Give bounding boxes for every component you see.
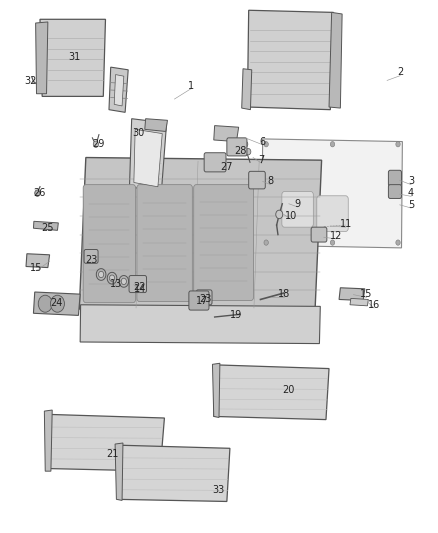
Text: 19: 19 [230, 310, 243, 320]
Polygon shape [117, 445, 230, 502]
Text: 21: 21 [106, 449, 118, 458]
Polygon shape [242, 69, 252, 110]
Polygon shape [247, 10, 333, 110]
FancyBboxPatch shape [189, 291, 209, 310]
Text: 4: 4 [408, 188, 414, 198]
FancyBboxPatch shape [204, 153, 226, 172]
Circle shape [276, 210, 283, 219]
Polygon shape [79, 158, 321, 310]
Text: 16: 16 [368, 300, 380, 310]
Polygon shape [26, 254, 49, 268]
Polygon shape [350, 298, 368, 306]
FancyBboxPatch shape [317, 196, 348, 231]
Polygon shape [80, 305, 320, 344]
Text: 5: 5 [408, 200, 414, 210]
Circle shape [35, 190, 40, 196]
Text: 3: 3 [408, 176, 414, 187]
Circle shape [330, 142, 335, 147]
Circle shape [38, 295, 52, 312]
FancyBboxPatch shape [196, 290, 212, 305]
FancyBboxPatch shape [389, 170, 402, 186]
Circle shape [264, 240, 268, 245]
Polygon shape [33, 292, 80, 316]
Polygon shape [212, 364, 220, 417]
Polygon shape [339, 288, 365, 301]
FancyBboxPatch shape [194, 184, 254, 301]
Text: 6: 6 [260, 136, 266, 147]
Text: 15: 15 [30, 263, 42, 272]
Polygon shape [134, 130, 162, 187]
Text: 25: 25 [42, 223, 54, 233]
Text: 22: 22 [133, 282, 146, 292]
Text: 2: 2 [397, 68, 403, 77]
Text: 10: 10 [285, 211, 297, 221]
Text: 14: 14 [134, 284, 147, 294]
Circle shape [396, 240, 400, 245]
Circle shape [50, 295, 64, 312]
Text: 15: 15 [360, 289, 373, 299]
Text: 20: 20 [282, 385, 294, 395]
Circle shape [121, 278, 127, 285]
FancyBboxPatch shape [83, 184, 136, 303]
Text: 31: 31 [68, 52, 80, 61]
FancyBboxPatch shape [282, 191, 313, 227]
Polygon shape [214, 126, 239, 142]
Text: 24: 24 [50, 297, 63, 308]
Text: 33: 33 [212, 485, 224, 495]
Polygon shape [35, 22, 48, 94]
Text: 1: 1 [187, 81, 194, 91]
Circle shape [243, 141, 248, 148]
Polygon shape [44, 410, 52, 471]
Circle shape [133, 281, 138, 288]
Text: 29: 29 [93, 139, 105, 149]
Text: 13: 13 [110, 279, 123, 288]
Text: 18: 18 [278, 289, 290, 299]
Text: 23: 23 [85, 255, 98, 265]
Circle shape [330, 240, 335, 245]
Text: 26: 26 [33, 188, 45, 198]
Polygon shape [214, 365, 329, 419]
Circle shape [246, 149, 251, 155]
Polygon shape [114, 75, 124, 106]
Polygon shape [115, 443, 123, 500]
Polygon shape [33, 221, 58, 230]
Text: 28: 28 [234, 146, 246, 156]
FancyBboxPatch shape [137, 184, 192, 302]
FancyBboxPatch shape [84, 249, 98, 263]
Circle shape [110, 275, 115, 281]
Text: 32: 32 [24, 77, 36, 86]
Text: 30: 30 [132, 127, 145, 138]
Text: 7: 7 [259, 155, 265, 165]
Polygon shape [109, 67, 128, 112]
Text: 8: 8 [268, 176, 274, 187]
Polygon shape [145, 119, 167, 132]
Circle shape [99, 271, 104, 278]
Circle shape [93, 141, 99, 148]
Circle shape [264, 142, 268, 147]
FancyBboxPatch shape [389, 184, 402, 198]
Polygon shape [262, 139, 403, 248]
Text: 27: 27 [221, 161, 233, 172]
FancyBboxPatch shape [129, 276, 147, 293]
Text: 17: 17 [196, 296, 208, 306]
Text: 12: 12 [330, 231, 342, 241]
FancyBboxPatch shape [249, 171, 265, 189]
Text: 23: 23 [199, 294, 211, 304]
Polygon shape [45, 414, 164, 471]
Text: 11: 11 [339, 219, 352, 229]
Polygon shape [329, 12, 342, 108]
FancyBboxPatch shape [311, 227, 327, 242]
Circle shape [396, 142, 400, 147]
Polygon shape [130, 119, 166, 192]
Polygon shape [40, 19, 106, 96]
Text: 9: 9 [294, 199, 300, 209]
FancyBboxPatch shape [227, 138, 247, 156]
